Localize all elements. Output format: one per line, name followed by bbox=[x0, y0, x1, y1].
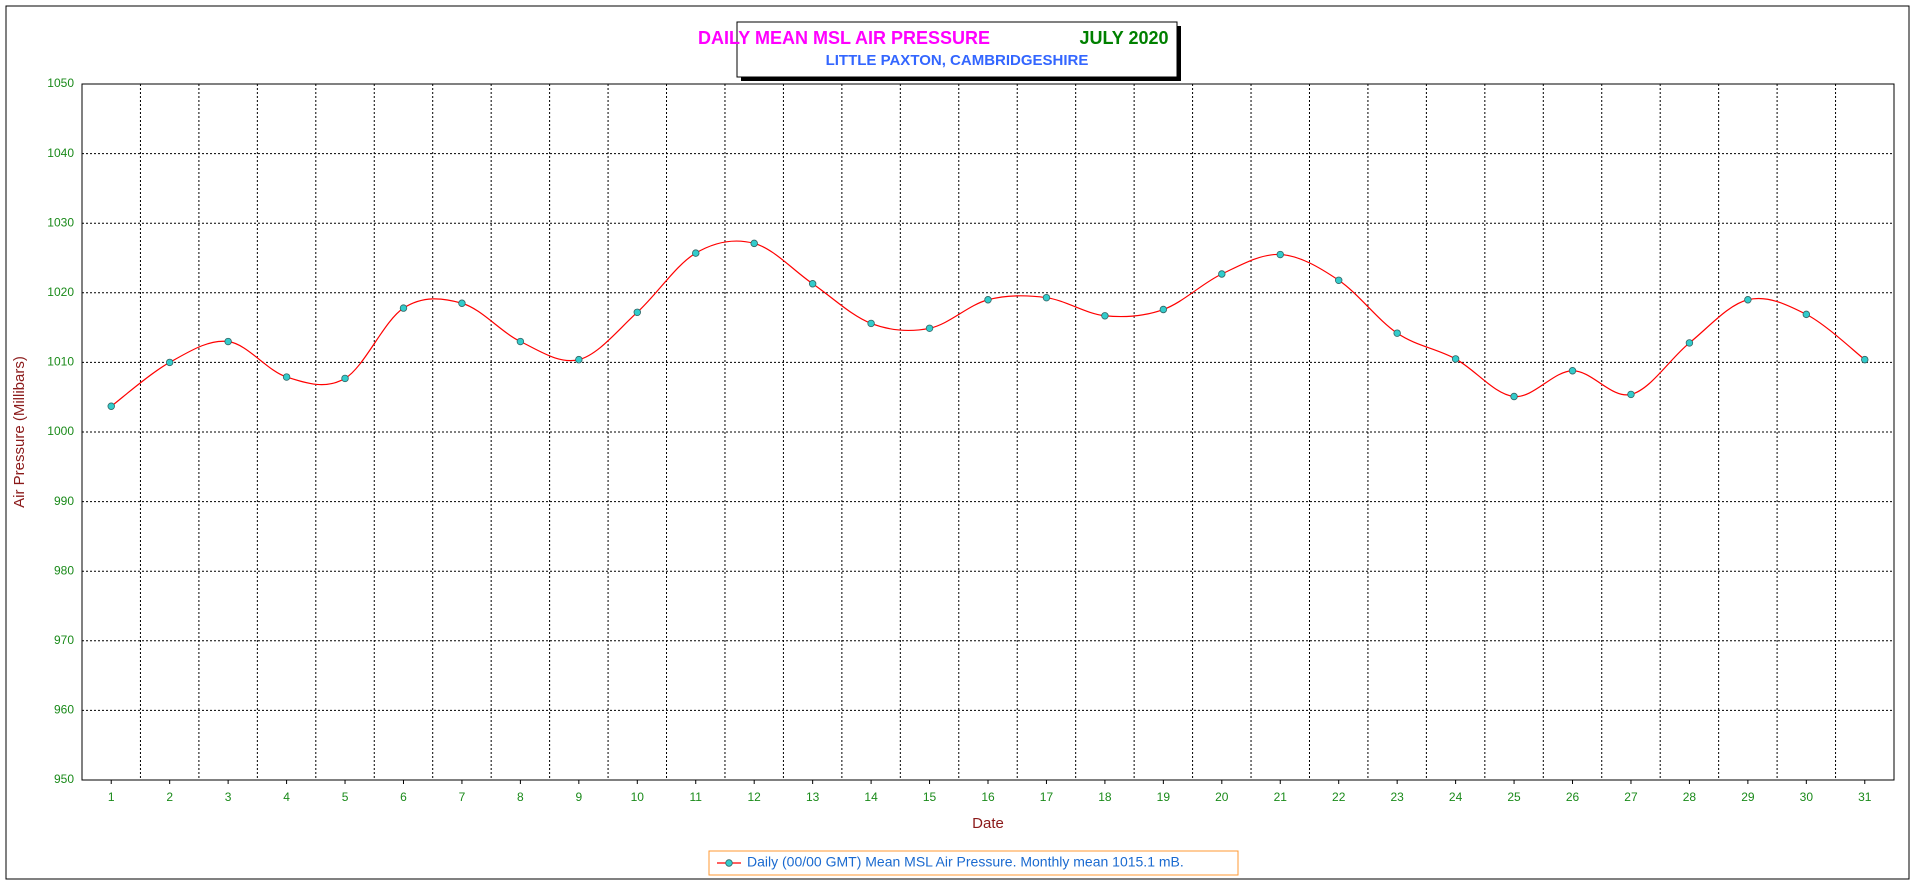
data-point bbox=[458, 299, 466, 307]
x-tick-label: 1 bbox=[108, 790, 115, 804]
x-tick-label: 19 bbox=[1157, 790, 1171, 804]
x-tick-label: 5 bbox=[342, 790, 349, 804]
x-tick-label: 9 bbox=[575, 790, 582, 804]
x-tick-label: 10 bbox=[631, 790, 645, 804]
x-tick-label: 28 bbox=[1683, 790, 1697, 804]
x-tick-label: 24 bbox=[1449, 790, 1463, 804]
data-point bbox=[1101, 312, 1109, 320]
data-point bbox=[692, 249, 700, 257]
x-tick-label: 4 bbox=[283, 790, 290, 804]
data-point bbox=[1861, 355, 1869, 364]
x-tick-label: 31 bbox=[1858, 790, 1872, 804]
legend-label: Daily (00/00 GMT) Mean MSL Air Pressure.… bbox=[747, 854, 1184, 870]
data-point bbox=[399, 304, 408, 312]
x-tick-label: 22 bbox=[1332, 790, 1346, 804]
chart-subtitle: LITTLE PAXTON, CAMBRIDGESHIRE bbox=[826, 52, 1089, 69]
x-tick-label: 16 bbox=[981, 790, 995, 804]
y-tick-label: 960 bbox=[54, 703, 74, 717]
x-tick-label: 21 bbox=[1274, 790, 1288, 804]
x-tick-label: 25 bbox=[1507, 790, 1521, 804]
y-tick-label: 1030 bbox=[47, 215, 74, 229]
y-tick-label: 950 bbox=[54, 772, 74, 786]
data-point bbox=[1393, 329, 1401, 337]
data-point bbox=[165, 358, 174, 367]
x-tick-label: 11 bbox=[690, 790, 703, 804]
x-tick-label: 3 bbox=[225, 790, 232, 804]
data-point bbox=[575, 355, 583, 364]
data-point bbox=[808, 280, 817, 288]
x-tick-label: 20 bbox=[1215, 790, 1229, 804]
data-point bbox=[1685, 339, 1694, 347]
data-point bbox=[1335, 276, 1343, 284]
y-tick-label: 1020 bbox=[47, 285, 74, 299]
x-tick-label: 15 bbox=[923, 790, 937, 804]
x-tick-label: 29 bbox=[1741, 790, 1755, 804]
data-point bbox=[750, 239, 758, 248]
y-tick-label: 980 bbox=[54, 563, 74, 577]
x-tick-label: 27 bbox=[1624, 790, 1638, 804]
data-point bbox=[1627, 390, 1635, 399]
x-tick-label: 23 bbox=[1390, 790, 1404, 804]
y-axis-label: Air Pressure (Millibars) bbox=[11, 356, 28, 508]
data-point bbox=[1744, 296, 1752, 304]
legend-marker bbox=[725, 859, 733, 867]
data-point bbox=[1218, 270, 1226, 278]
y-tick-label: 970 bbox=[54, 633, 74, 647]
x-tick-label: 17 bbox=[1040, 790, 1054, 804]
data-point bbox=[224, 337, 232, 346]
data-point bbox=[867, 319, 875, 328]
x-tick-label: 26 bbox=[1566, 790, 1580, 804]
x-tick-label: 7 bbox=[459, 790, 466, 804]
x-tick-label: 8 bbox=[517, 790, 524, 804]
y-tick-label: 1000 bbox=[47, 424, 74, 438]
data-point bbox=[516, 337, 525, 346]
data-point bbox=[984, 296, 992, 304]
data-point bbox=[107, 402, 115, 410]
data-point bbox=[633, 308, 641, 316]
data-point bbox=[1510, 392, 1518, 401]
data-point bbox=[1568, 367, 1577, 375]
chart-title-period: JULY 2020 bbox=[1079, 28, 1168, 48]
title-box bbox=[736, 21, 1178, 78]
data-point bbox=[1042, 293, 1051, 302]
x-tick-label: 13 bbox=[806, 790, 820, 804]
y-tick-label: 990 bbox=[54, 494, 74, 508]
y-tick-label: 1050 bbox=[47, 76, 74, 90]
x-tick-label: 2 bbox=[166, 790, 173, 804]
data-point bbox=[1159, 305, 1168, 314]
x-tick-label: 14 bbox=[864, 790, 878, 804]
x-tick-label: 6 bbox=[400, 790, 407, 804]
x-tick-label: 12 bbox=[748, 790, 762, 804]
data-point bbox=[341, 374, 349, 383]
legend-box bbox=[708, 850, 1239, 876]
y-tick-label: 1040 bbox=[47, 146, 74, 160]
y-tick-label: 1010 bbox=[47, 355, 74, 369]
data-point bbox=[925, 324, 934, 332]
data-point bbox=[1802, 310, 1811, 319]
chart-title: DAILY MEAN MSL AIR PRESSURE bbox=[698, 28, 990, 48]
chart-border bbox=[5, 5, 1910, 880]
data-point bbox=[1276, 250, 1284, 259]
data-point bbox=[1451, 355, 1460, 363]
x-tick-label: 18 bbox=[1098, 790, 1112, 804]
x-axis-label: Date bbox=[972, 815, 1004, 832]
data-point bbox=[282, 373, 291, 381]
x-tick-label: 30 bbox=[1800, 790, 1814, 804]
